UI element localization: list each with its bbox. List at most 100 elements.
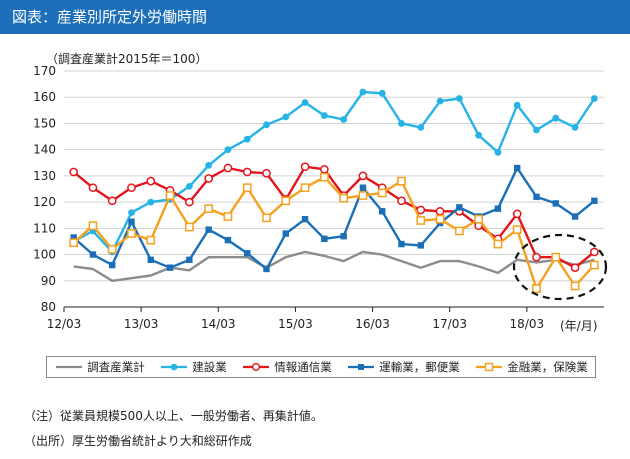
data-point-finance [570, 281, 580, 291]
data-point-info [204, 174, 213, 183]
chart-title: 図表：産業別所定外労働時間 [12, 8, 208, 26]
x-tick-label: 13/03 [124, 317, 159, 331]
data-point-finance [185, 222, 194, 232]
data-point-finance [551, 252, 561, 262]
x-tick-label: 15/03 [278, 317, 313, 331]
data-point-info [300, 162, 310, 172]
data-point-construction [224, 146, 232, 154]
data-point-transport [533, 193, 540, 201]
unit-note: （調査産業計2015年＝100） [46, 52, 208, 66]
legend-circle-icon [161, 363, 188, 371]
data-point-finance [512, 225, 522, 234]
data-point-transport [552, 200, 559, 207]
data-point-transport [340, 233, 347, 240]
data-point-construction [378, 89, 386, 97]
y-tick-label: 80 [41, 300, 56, 314]
legend-label: 運輸業，郵便業 [379, 360, 460, 374]
data-point-info [512, 209, 522, 219]
y-tick-label: 160 [33, 90, 56, 104]
data-point-finance [146, 235, 156, 245]
data-point-info [127, 183, 136, 193]
data-point-construction [436, 97, 444, 105]
data-point-transport [456, 204, 463, 211]
series-line-transport [72, 166, 596, 271]
data-point-construction [359, 88, 367, 96]
data-point-transport [514, 164, 521, 172]
legend-item-finance: 金融業，保険業 [474, 359, 588, 375]
data-point-info [590, 247, 599, 257]
legend-label: 調査産業計 [87, 360, 145, 374]
data-point-finance [416, 216, 426, 225]
legend-label: 金融業，保険業 [507, 360, 588, 374]
data-point-transport [263, 265, 270, 273]
data-point-transport [379, 208, 386, 215]
data-point-construction [475, 131, 483, 139]
data-point-finance [339, 193, 348, 203]
legend: 調査産業計 建設業 情報通信業 運輸業，郵便業 金融業，保険業 [46, 356, 596, 378]
legend-item-transport: 運輸業，郵便業 [346, 359, 460, 375]
data-point-construction [128, 209, 135, 217]
data-point-transport [301, 215, 309, 223]
legend-item-info: 情報通信業 [241, 359, 332, 375]
series-line-info [72, 165, 596, 269]
footnote: （注）従業員規模500人以上、一般労働者、再集計値。 [24, 409, 323, 423]
data-point-transport [417, 242, 424, 249]
y-axis-ticks: 80 90 100 110 120 130 140 150 160 170 [33, 64, 56, 314]
data-point-info [320, 164, 329, 174]
data-point-construction [533, 126, 540, 134]
legend-line-icon [56, 365, 83, 369]
legend-item-total: 調査産業計 [54, 359, 145, 375]
y-tick-label: 140 [33, 143, 56, 157]
data-point-finance [493, 239, 503, 249]
legend-item-construction: 建設業 [159, 359, 227, 375]
y-tick-label: 110 [33, 221, 56, 235]
legend-square-icon [348, 364, 375, 370]
data-point-construction [185, 182, 193, 190]
data-point-info [532, 252, 541, 262]
data-point-construction [552, 114, 560, 122]
data-point-construction [243, 135, 251, 143]
data-point-finance [320, 172, 329, 182]
series-line-finance [72, 175, 596, 290]
chart-title-bar: 図表：産業別所定外労働時間 [0, 0, 630, 34]
data-point-info [223, 163, 233, 173]
data-point-transport [89, 251, 97, 258]
data-point-info [397, 196, 406, 206]
data-point-transport [224, 236, 232, 244]
data-point-construction [590, 95, 598, 102]
data-point-construction [398, 120, 405, 127]
x-tick-label: 14/03 [201, 317, 236, 331]
highlight-ellipse [512, 233, 608, 301]
data-point-transport [359, 184, 367, 191]
data-point-finance [358, 191, 368, 200]
data-point-finance [262, 213, 271, 223]
data-point-transport [109, 261, 116, 269]
series-line-construction [73, 90, 596, 254]
y-tick-label: 90 [41, 274, 56, 288]
x-tick-label: 12/03 [47, 317, 82, 331]
data-point-transport [398, 240, 405, 248]
data-point-finance [300, 183, 310, 193]
data-point-finance [397, 176, 406, 186]
legend-label: 情報通信業 [274, 360, 332, 374]
y-tick-label: 100 [33, 248, 56, 262]
data-point-finance [88, 221, 98, 231]
data-point-finance [127, 229, 136, 238]
data-point-finance [474, 214, 483, 224]
data-point-construction [205, 162, 213, 169]
data-point-finance [532, 284, 541, 293]
data-point-finance [107, 244, 117, 254]
data-point-transport [282, 230, 289, 237]
y-tick-label: 130 [33, 169, 56, 183]
x-tick-label: 16/03 [355, 317, 390, 331]
data-point-construction [340, 116, 348, 123]
data-point-construction [301, 99, 309, 106]
data-point-construction [263, 121, 270, 129]
data-point-transport [186, 256, 193, 263]
data-point-info [146, 176, 156, 186]
y-tick-label: 170 [33, 64, 56, 78]
data-point-finance [455, 226, 464, 236]
data-point-finance [377, 188, 387, 198]
x-axis-ticks: 12/03 13/03 14/03 15/03 16/03 17/03 18/03 [47, 307, 544, 331]
